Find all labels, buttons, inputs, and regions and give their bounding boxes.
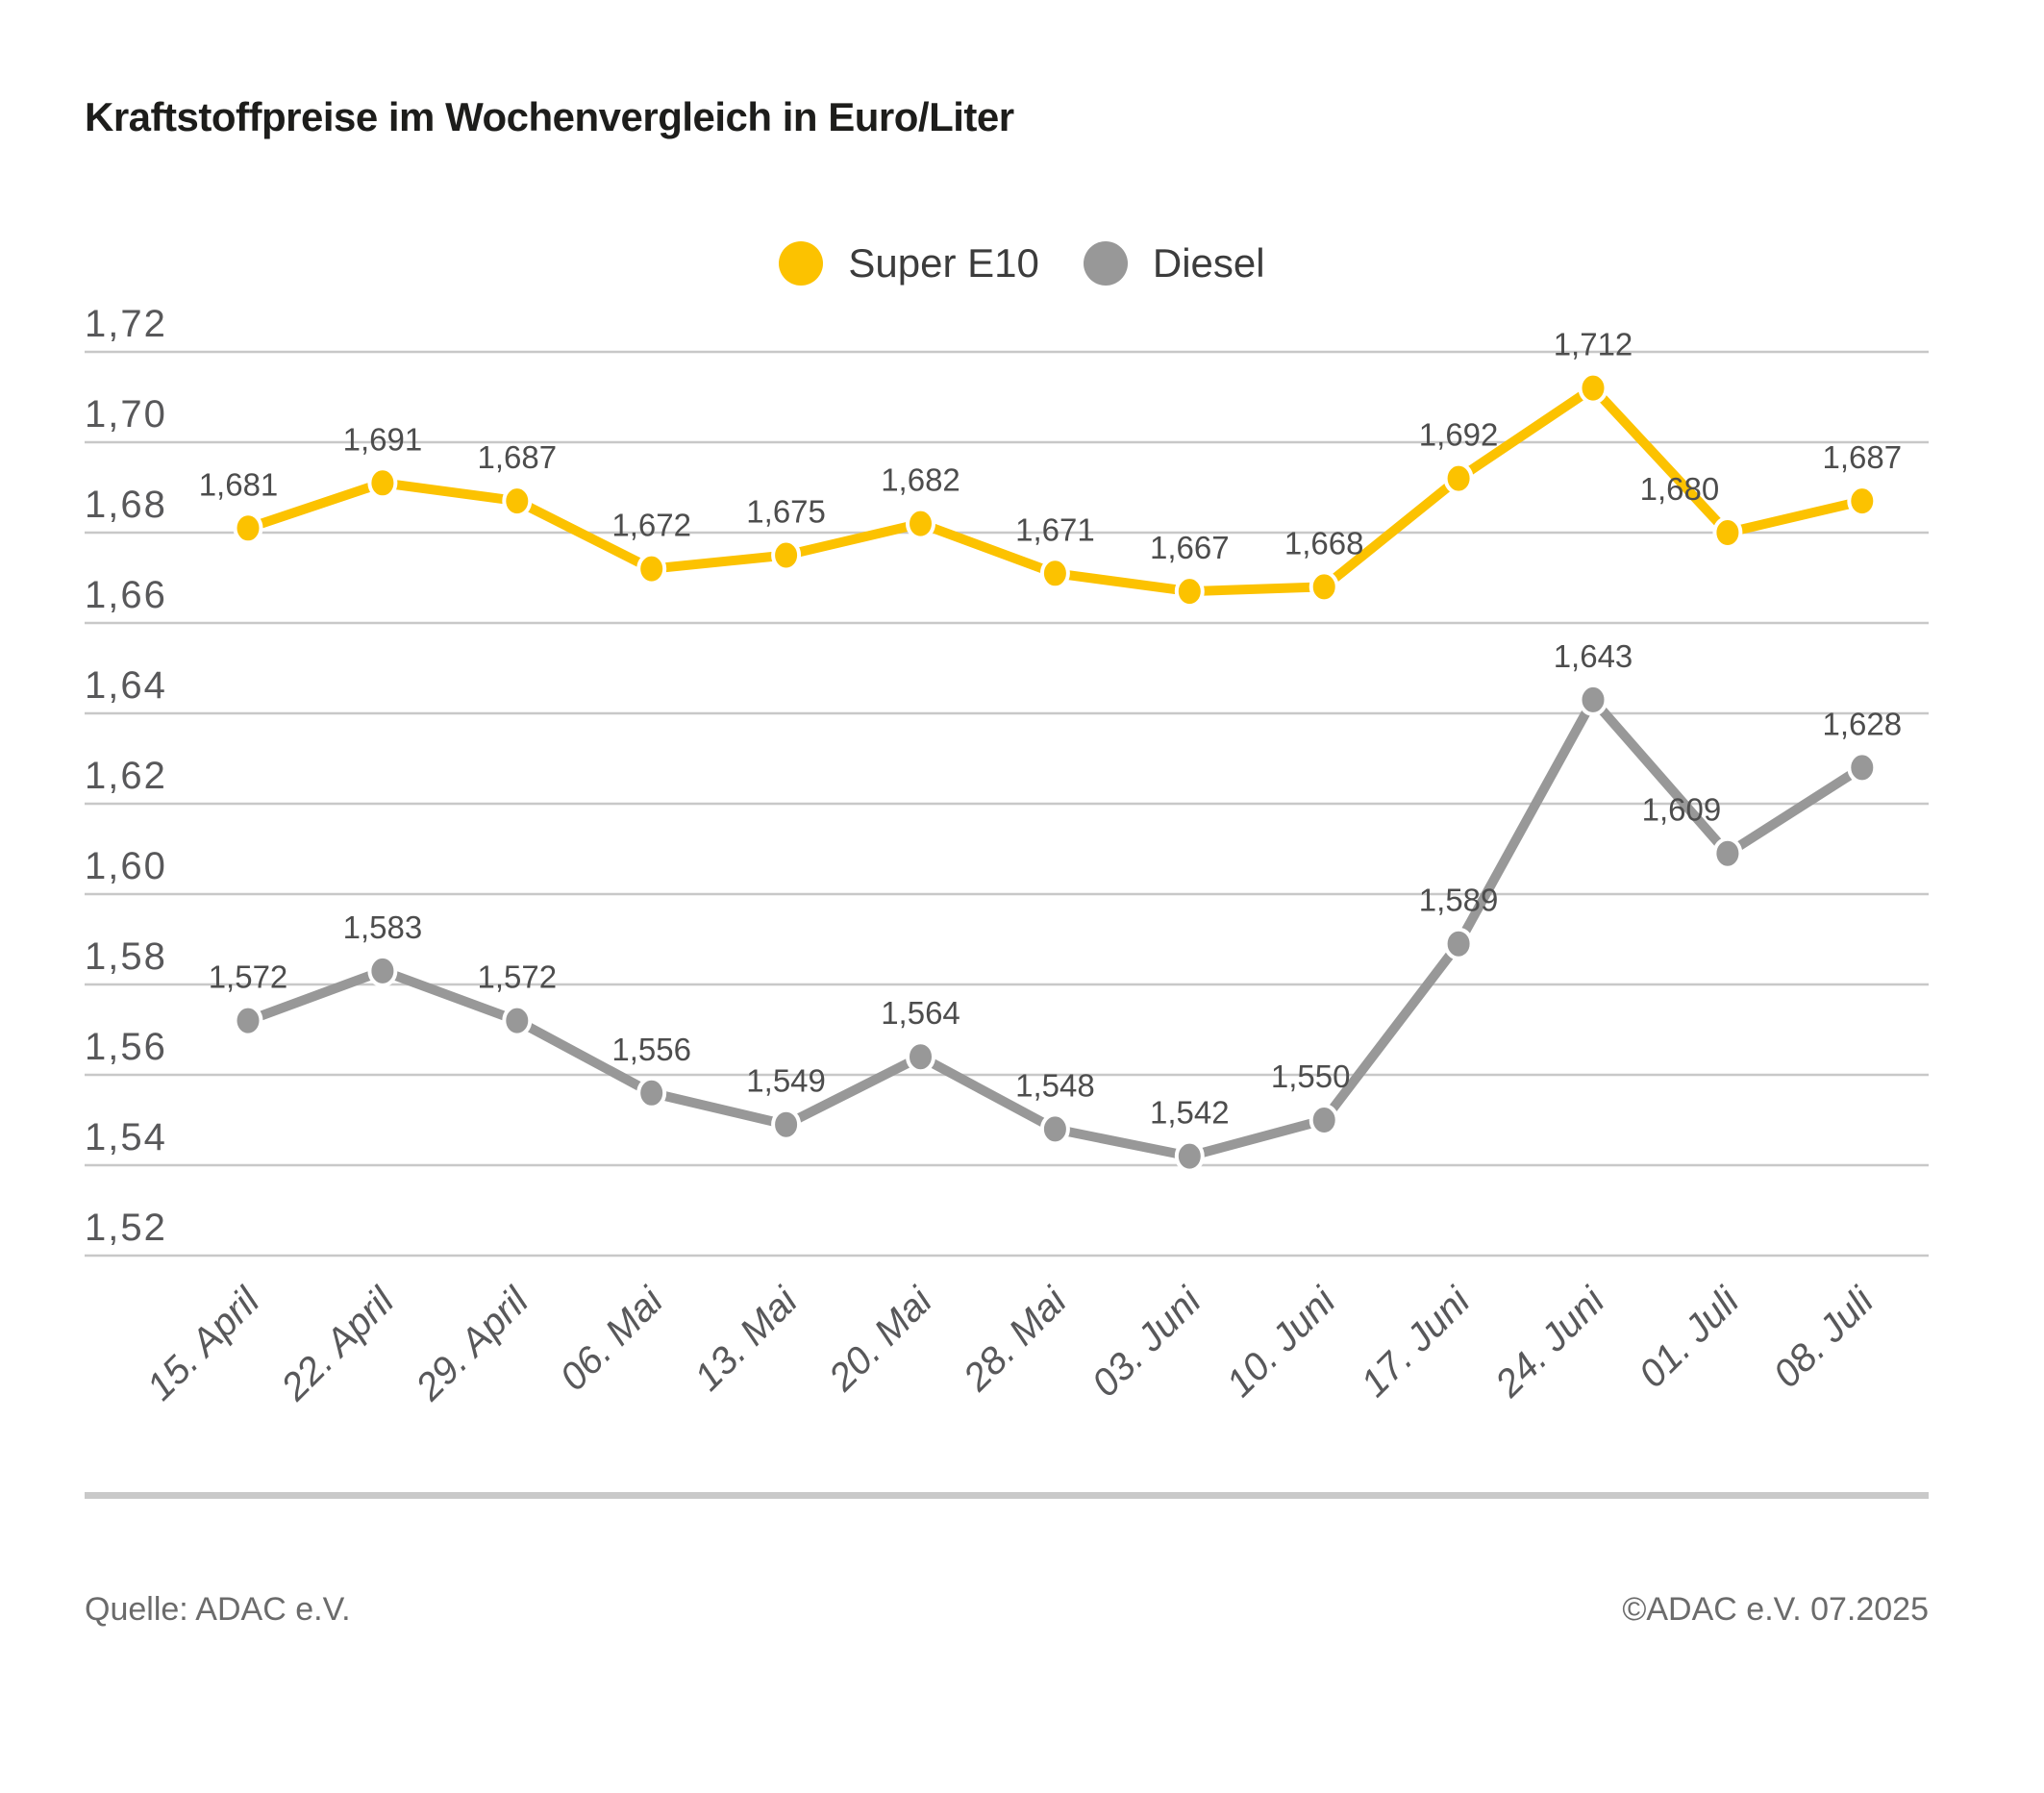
data-label-super-e10: 1,667 (1150, 530, 1230, 565)
data-point-super-e10 (906, 507, 935, 540)
data-label-super-e10: 1,672 (611, 508, 691, 543)
data-point-super-e10 (1443, 461, 1474, 495)
y-axis-tick-label: 1,56 (85, 1026, 167, 1068)
data-label-diesel: 1,572 (478, 959, 558, 995)
data-label-diesel: 1,643 (1554, 638, 1633, 674)
data-label-diesel: 1,542 (1150, 1095, 1230, 1131)
data-label-super-e10: 1,680 (1640, 471, 1720, 507)
data-point-super-e10 (1847, 485, 1878, 518)
data-point-super-e10 (502, 485, 533, 518)
data-point-diesel (502, 1004, 533, 1037)
data-point-diesel (233, 1004, 263, 1037)
data-point-diesel (1847, 751, 1878, 784)
data-label-diesel: 1,609 (1642, 792, 1722, 828)
data-label-super-e10: 1,675 (746, 494, 826, 530)
y-axis-tick-label: 1,68 (85, 484, 167, 526)
data-point-diesel (1712, 836, 1743, 870)
data-label-diesel: 1,549 (746, 1063, 826, 1099)
data-point-super-e10 (636, 552, 667, 585)
x-axis-tick-label: 22. April (273, 1279, 403, 1408)
data-point-diesel (367, 954, 398, 987)
data-point-super-e10 (1309, 570, 1339, 604)
footer-divider (85, 1492, 1929, 1499)
data-label-diesel: 1,628 (1823, 706, 1903, 741)
data-point-super-e10 (1174, 575, 1205, 609)
diesel-dot-icon (1083, 241, 1128, 286)
data-point-super-e10 (367, 466, 398, 500)
data-point-super-e10 (771, 538, 802, 572)
data-label-diesel: 1,589 (1419, 883, 1499, 918)
chart-legend: Super E10 Diesel (0, 240, 2044, 286)
data-point-super-e10 (1712, 516, 1743, 549)
y-axis-tick-label: 1,66 (85, 574, 167, 616)
x-axis-tick-label: 01. Juli (1632, 1279, 1749, 1396)
x-axis-tick-label: 24. Juni (1486, 1279, 1613, 1406)
super-e10-dot-icon (779, 241, 824, 286)
y-axis-tick-label: 1,62 (85, 755, 167, 797)
x-axis-tick-label: 03. Juni (1084, 1279, 1209, 1405)
data-point-diesel (636, 1076, 667, 1109)
y-axis-tick-label: 1,72 (85, 303, 167, 345)
x-axis-tick-label: 20. Mai (820, 1279, 940, 1399)
data-label-diesel: 1,572 (209, 959, 288, 995)
data-label-super-e10: 1,687 (478, 439, 558, 475)
data-point-super-e10 (1578, 371, 1608, 405)
data-point-diesel (1443, 927, 1474, 960)
y-axis-tick-label: 1,52 (85, 1207, 167, 1249)
x-axis-tick-label: 15. April (139, 1279, 269, 1408)
legend-item-super-e10: Super E10 (779, 240, 1039, 286)
x-axis-tick-label: 08. Juli (1765, 1279, 1882, 1396)
data-point-diesel (1174, 1139, 1205, 1173)
x-axis-tick-label: 13. Mai (686, 1279, 807, 1399)
legend-label-diesel: Diesel (1152, 240, 1265, 286)
data-point-diesel (906, 1040, 935, 1074)
data-label-super-e10: 1,681 (199, 466, 279, 502)
y-axis-tick-label: 1,64 (85, 664, 167, 707)
chart-title: Kraftstoffpreise im Wochenvergleich in E… (85, 94, 1014, 139)
copyright-text: ©ADAC e.V. 07.2025 (1622, 1591, 1929, 1628)
x-axis-tick-label: 10. Juni (1218, 1279, 1344, 1405)
data-point-diesel (771, 1108, 802, 1141)
data-label-diesel: 1,548 (1015, 1067, 1095, 1103)
data-label-super-e10: 1,687 (1823, 439, 1903, 475)
data-point-super-e10 (1039, 557, 1070, 590)
x-axis-tick-label: 17. Juni (1353, 1279, 1479, 1405)
data-label-super-e10: 1,712 (1554, 327, 1633, 362)
data-label-super-e10: 1,682 (881, 462, 960, 498)
data-label-diesel: 1,550 (1271, 1058, 1351, 1094)
source-text: Quelle: ADAC e.V. (85, 1591, 351, 1628)
data-label-super-e10: 1,691 (343, 421, 423, 457)
data-label-super-e10: 1,668 (1284, 525, 1364, 560)
y-axis-tick-label: 1,58 (85, 935, 167, 978)
data-label-super-e10: 1,671 (1015, 511, 1095, 547)
data-point-super-e10 (233, 511, 263, 545)
x-axis-tick-label: 28. Mai (955, 1279, 1075, 1399)
data-label-diesel: 1,564 (881, 995, 960, 1031)
legend-label-super-e10: Super E10 (848, 240, 1039, 286)
legend-item-diesel: Diesel (1083, 240, 1265, 286)
x-axis-tick-label: 29. April (408, 1279, 537, 1408)
y-axis-tick-label: 1,70 (85, 393, 167, 436)
data-label-diesel: 1,556 (611, 1032, 691, 1067)
data-label-diesel: 1,583 (343, 909, 423, 945)
data-point-diesel (1309, 1104, 1339, 1136)
data-label-super-e10: 1,692 (1419, 417, 1499, 453)
y-axis-tick-label: 1,60 (85, 845, 167, 887)
y-axis-tick-label: 1,54 (85, 1116, 167, 1158)
data-point-diesel (1039, 1112, 1070, 1146)
data-point-diesel (1578, 683, 1608, 716)
x-axis-tick-label: 06. Mai (552, 1279, 672, 1399)
